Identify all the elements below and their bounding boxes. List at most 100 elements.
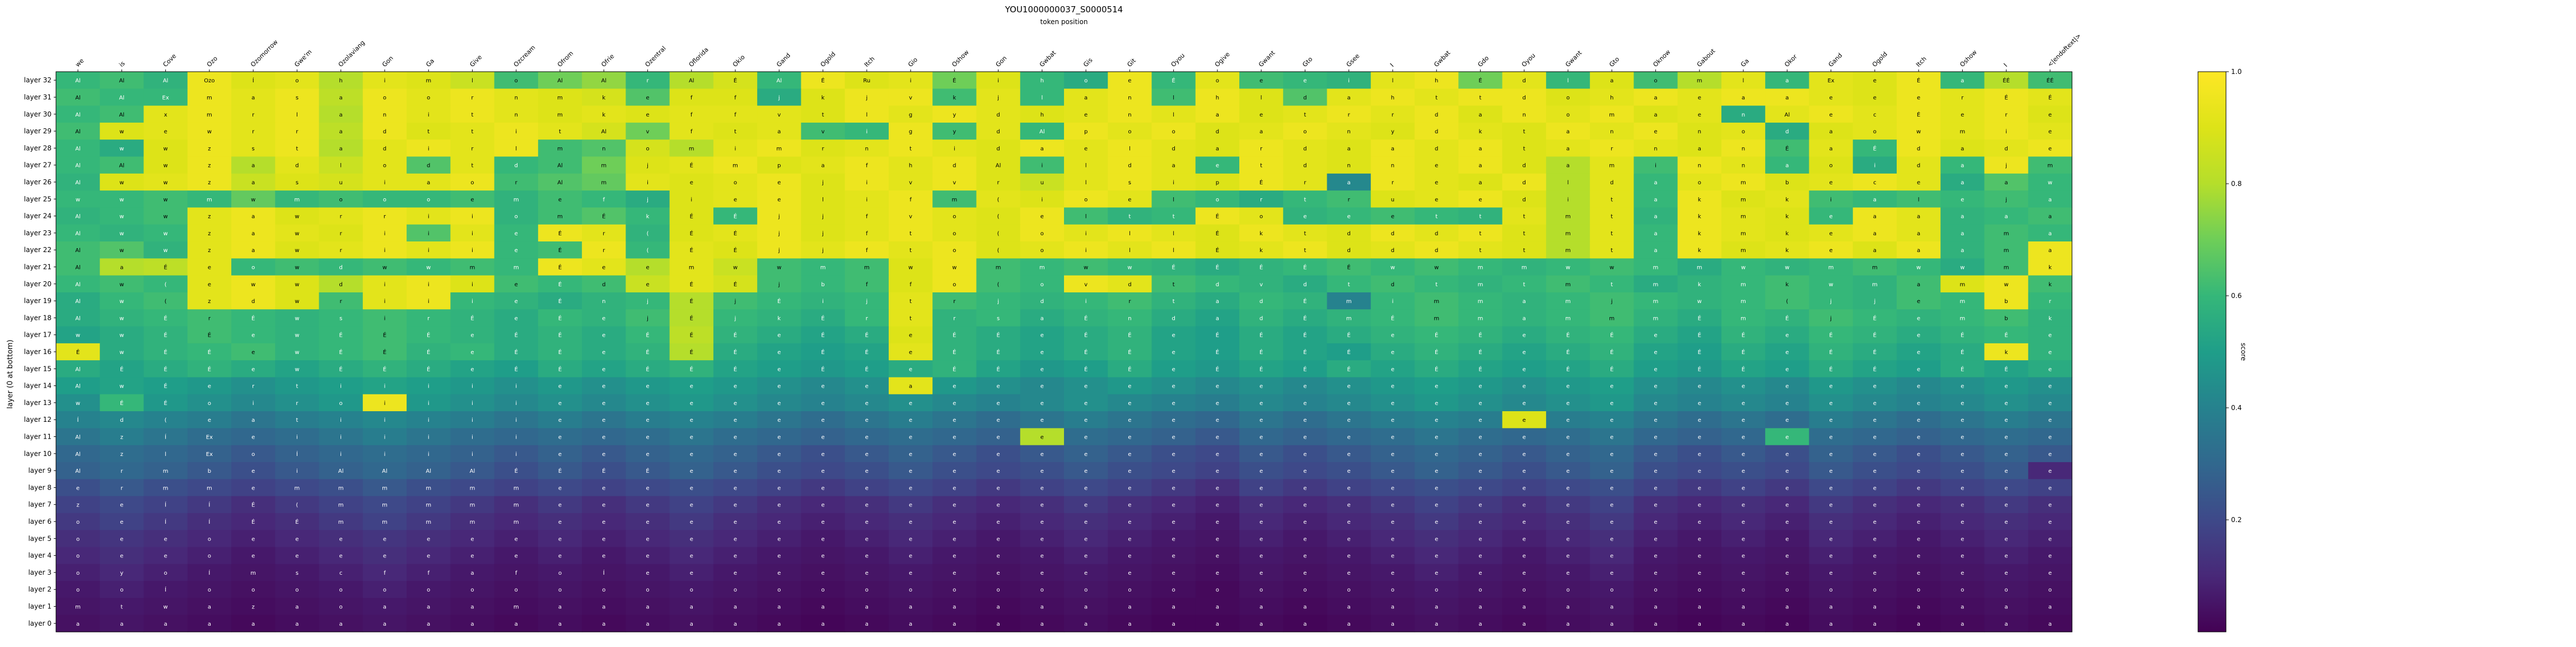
cell-label: É [646, 332, 649, 339]
cell-label: e [1172, 570, 1175, 576]
y-tick-label: layer 0 [28, 620, 52, 627]
cell-label: h [1435, 78, 1438, 84]
cell-label: É [1303, 365, 1306, 373]
cell-label: e [1917, 570, 1920, 576]
cell-label: i [515, 129, 517, 135]
cell-label: t [909, 315, 912, 322]
heatmap-cell [100, 326, 144, 344]
heatmap-cell [1370, 207, 1415, 225]
heatmap-cell [494, 89, 539, 106]
cell-label: t [1523, 231, 1525, 237]
cell-label: e [1478, 519, 1482, 525]
cell-label: m [163, 468, 169, 474]
cell-label: d [383, 129, 386, 135]
cell-label: w [119, 231, 124, 237]
cell-label: o [251, 451, 255, 458]
cell-label: e [1391, 468, 1394, 474]
heatmap-cell [1940, 105, 1985, 123]
heatmap-cell [1984, 224, 2029, 242]
cell-label: w [251, 282, 255, 288]
heatmap-cell [932, 326, 977, 344]
heatmap-cell [1590, 207, 1634, 225]
cell-label: t [296, 384, 298, 390]
heatmap-cell [1809, 309, 1854, 327]
heatmap-cell [56, 173, 100, 191]
cell-label: e [1917, 333, 1920, 339]
cell-label: a [1654, 248, 1657, 254]
heatmap-cell [1721, 292, 1766, 310]
cell-label: e [1610, 502, 1613, 509]
cell-label: e [997, 570, 1000, 576]
cell-label: a [1873, 214, 1877, 220]
heatmap-cell [713, 89, 758, 106]
cell-label: É [690, 365, 693, 373]
heatmap-cell [1721, 89, 1766, 106]
cell-label: m [514, 502, 519, 509]
cell-label: e [1566, 417, 1570, 423]
cell-label: e [1040, 350, 1044, 356]
cell-label: e [777, 180, 781, 186]
heatmap-cell [1502, 275, 1547, 293]
cell-label: e [1478, 553, 1482, 560]
cell-label: e [2048, 333, 2052, 339]
heatmap-cell [1108, 258, 1152, 276]
heatmap-cell [143, 207, 188, 225]
cell-label: t [1523, 248, 1525, 254]
heatmap-cell [801, 72, 846, 89]
heatmap-cell [757, 224, 802, 242]
heatmap-cell [231, 275, 276, 293]
cell-label: m [1872, 282, 1878, 288]
heatmap-cell [976, 224, 1021, 242]
cell-label: o [1830, 163, 1833, 169]
cell-label: e [2048, 384, 2052, 390]
heatmap-cell [494, 72, 539, 89]
cell-label: Al [601, 78, 606, 84]
heatmap-cell [1108, 224, 1152, 242]
cell-label: e [515, 248, 518, 254]
heatmap-cell [976, 105, 1021, 123]
cell-label: i [472, 299, 473, 305]
cell-label: u [1040, 180, 1044, 186]
cell-label: É [208, 348, 211, 356]
cell-label: e [1698, 519, 1701, 525]
heatmap-cell [976, 292, 1021, 310]
heatmap-cell [1020, 105, 1065, 123]
cell-label: e [1742, 435, 1745, 441]
cell-label: k [2048, 315, 2052, 322]
heatmap-cell [538, 72, 582, 89]
cell-label: É [558, 332, 562, 339]
cell-label: e [1654, 417, 1657, 423]
cell-label: m [207, 112, 212, 118]
cell-label: É [953, 365, 956, 373]
cell-label: o [2048, 587, 2052, 593]
heatmap-cell [275, 139, 320, 157]
cell-label: a [120, 264, 123, 271]
heatmap-cell [1634, 275, 1678, 293]
heatmap-cell [1283, 224, 1328, 242]
cell-label: e [1610, 451, 1613, 458]
heatmap-cell [1108, 89, 1152, 106]
cell-label: l [822, 197, 824, 203]
x-tick-label: Itch [863, 55, 876, 68]
cell-label: a [1654, 95, 1657, 101]
cell-label: e [1172, 536, 1175, 542]
cell-label: e [1785, 502, 1789, 509]
cell-label: o [470, 180, 474, 186]
heatmap-cell [143, 326, 188, 344]
heatmap-cell [1677, 72, 1722, 89]
heatmap-cell [362, 89, 407, 106]
cell-label: É [164, 263, 167, 271]
cell-label: o [1084, 587, 1088, 593]
cell-label: m [207, 485, 212, 491]
cell-label: e [1742, 468, 1745, 474]
cell-label: a [1172, 621, 1175, 627]
cell-label: e [1347, 519, 1351, 525]
cell-label: e [1873, 485, 1877, 491]
cell-label: e [1172, 435, 1175, 441]
cell-label: d [602, 282, 605, 288]
cell-label: a [1040, 604, 1044, 611]
cell-label: e [602, 485, 605, 491]
cell-label: e [1040, 451, 1044, 458]
heatmap-cell [1239, 275, 1284, 293]
heatmap-cell [1415, 156, 1459, 174]
